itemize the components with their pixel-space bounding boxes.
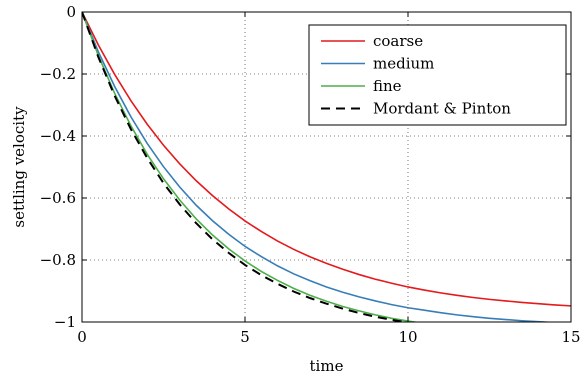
series-lines — [82, 12, 571, 322]
plot-frame — [81, 11, 572, 323]
legend-label: medium — [373, 55, 434, 73]
legend: coarse medium fine Mordant & Pinton — [308, 24, 567, 126]
x-tick-label: 0 — [77, 328, 87, 346]
y-tick-label: 0 — [66, 3, 76, 21]
x-tick-label: 10 — [398, 328, 417, 346]
y-tick-label: −0.4 — [40, 127, 76, 145]
y-tick-label: −1 — [54, 313, 76, 331]
legend-label: coarse — [373, 32, 423, 50]
x-tick-label: 5 — [240, 328, 250, 346]
x-axis-label: time — [310, 357, 344, 375]
legend-label: fine — [373, 77, 402, 95]
y-axis-label: settling velocity — [10, 106, 28, 228]
series-line-1 — [82, 12, 558, 322]
series-line-0 — [82, 12, 571, 307]
y-tick-label: −0.8 — [40, 251, 76, 269]
y-tick-label: −0.2 — [40, 65, 76, 83]
series-line-2 — [82, 12, 420, 322]
legend-label: Mordant & Pinton — [373, 100, 511, 118]
y-tick-label: −0.6 — [40, 189, 76, 207]
x-tick-label: 15 — [561, 328, 580, 346]
axis-ticks: 0 5 10 15 0 −0.2 −0.4 −0.6 −0.8 −1 — [40, 3, 581, 346]
series-line-3 — [82, 12, 411, 322]
